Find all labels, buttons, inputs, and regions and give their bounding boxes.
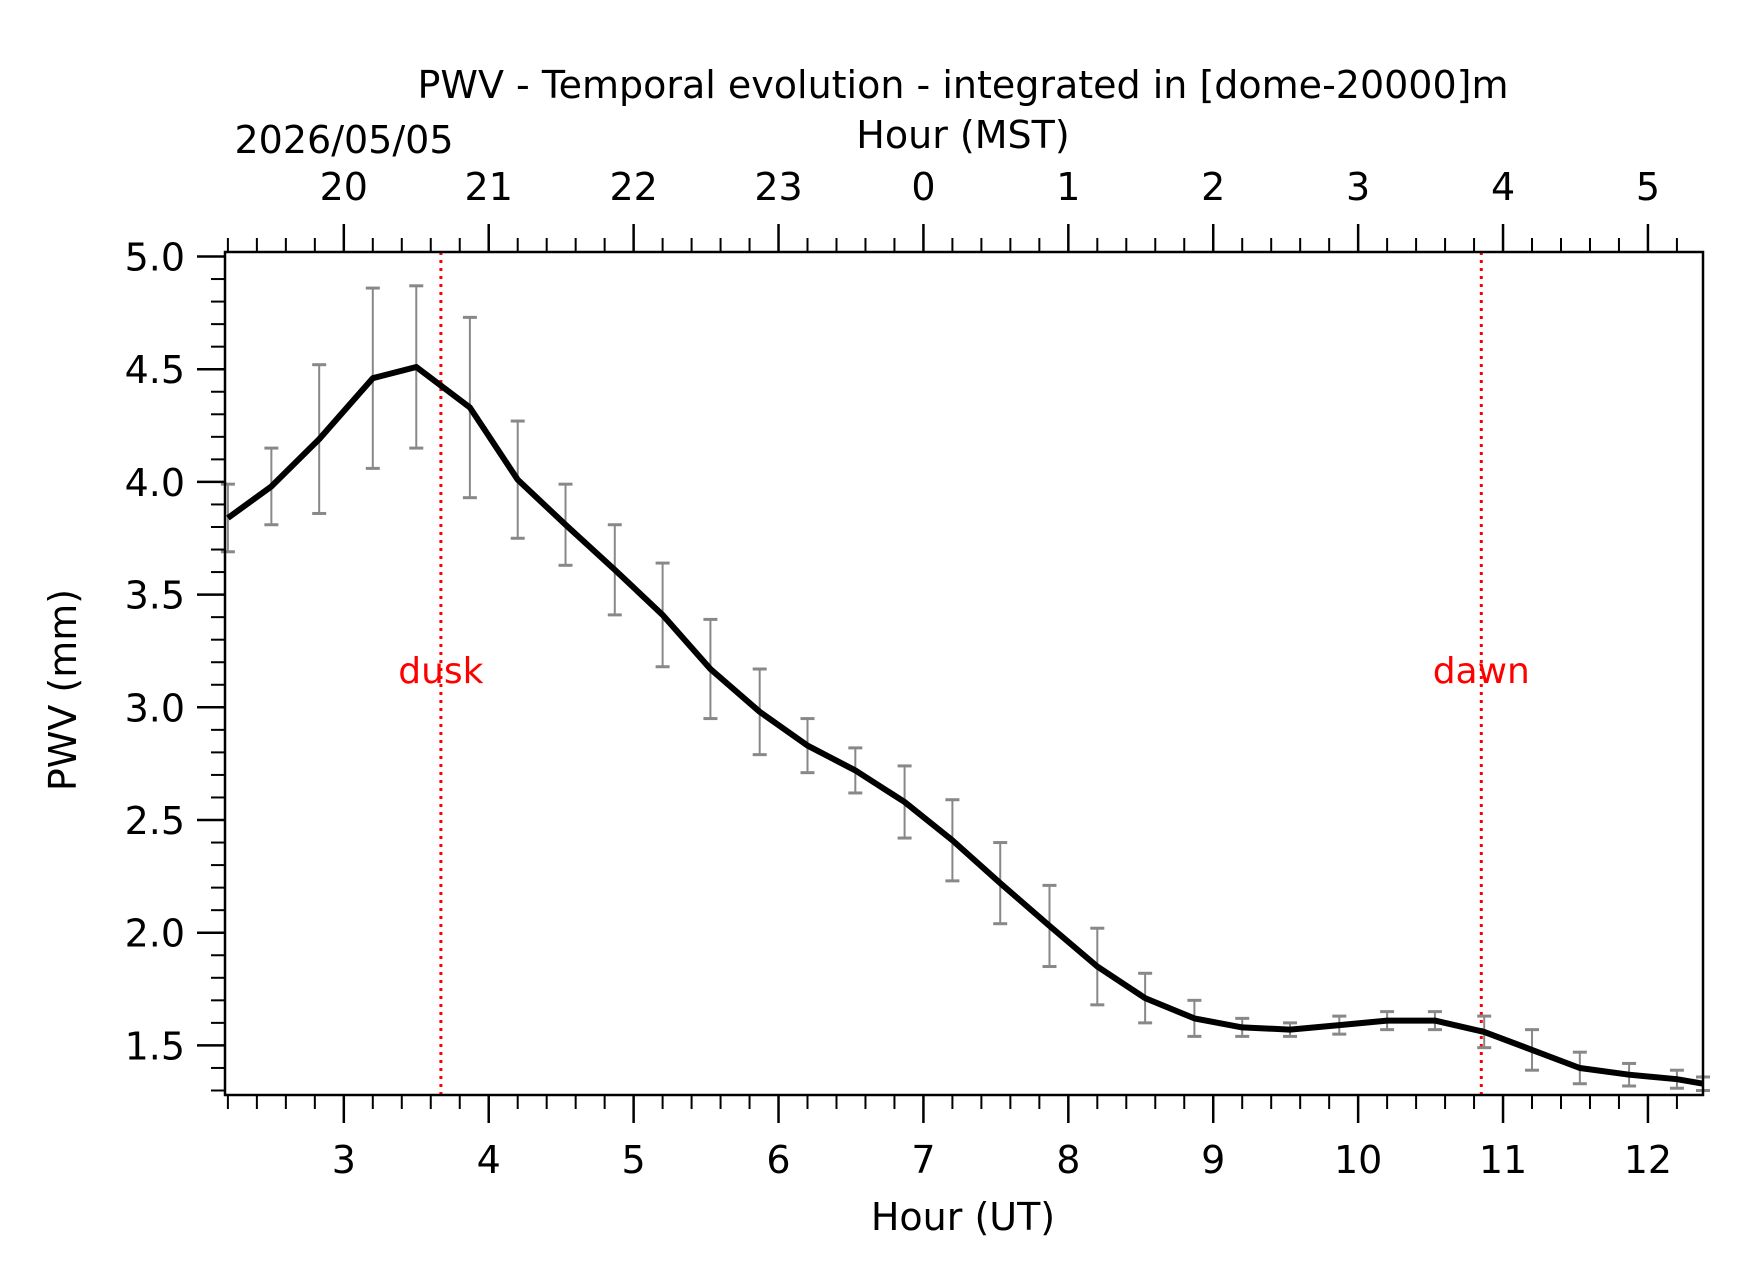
y-axis-label: PWV (mm) bbox=[41, 589, 85, 791]
axes-frame-layer bbox=[223, 250, 1705, 1097]
x-tick-label: 5 bbox=[622, 1138, 646, 1182]
x2-tick-label: 22 bbox=[609, 165, 657, 209]
x2-tick-label: 23 bbox=[754, 165, 802, 209]
series-layer bbox=[226, 364, 1703, 1087]
chart-title: PWV - Temporal evolution - integrated in… bbox=[417, 63, 1508, 107]
x2-axis-label: Hour (MST) bbox=[856, 113, 1069, 157]
x-tick-label: 6 bbox=[766, 1138, 790, 1182]
y-tick-label: 2.5 bbox=[125, 799, 185, 843]
x2-tick-label: 1 bbox=[1056, 165, 1080, 209]
x-axis-label: Hour (UT) bbox=[871, 1195, 1055, 1239]
x2-tick-label: 0 bbox=[911, 165, 935, 209]
vline-label-dusk: dusk bbox=[398, 651, 483, 692]
x-tick-label: 3 bbox=[332, 1138, 356, 1182]
y-tick-label: 1.5 bbox=[125, 1024, 185, 1068]
x-tick-label: 9 bbox=[1201, 1138, 1225, 1182]
x2-tick-label: 20 bbox=[320, 165, 368, 209]
y-tick-label: 2.0 bbox=[125, 912, 185, 956]
y-tick-label: 3.0 bbox=[125, 686, 185, 730]
x-tick-label: 11 bbox=[1479, 1138, 1527, 1182]
x2-tick-label: 3 bbox=[1346, 165, 1370, 209]
vline-label-dawn: dawn bbox=[1433, 651, 1530, 692]
x2-tick-label: 2 bbox=[1201, 165, 1225, 209]
x-tick-label: 7 bbox=[911, 1138, 935, 1182]
y-tick-label: 3.5 bbox=[125, 574, 185, 618]
y-tick-label: 5.0 bbox=[125, 236, 185, 280]
y-tick-label: 4.0 bbox=[125, 461, 185, 505]
pwv-series-line bbox=[226, 364, 1703, 1087]
y-tick-label: 4.5 bbox=[125, 348, 185, 392]
x-tick-label: 12 bbox=[1624, 1138, 1672, 1182]
x2-tick-label: 4 bbox=[1491, 165, 1515, 209]
plot-frame bbox=[223, 250, 1705, 1097]
date-label: 2026/05/05 bbox=[234, 118, 453, 162]
x-tick-label: 4 bbox=[477, 1138, 501, 1182]
x2-tick-label: 5 bbox=[1636, 165, 1660, 209]
x2-tick-label: 21 bbox=[465, 165, 513, 209]
vline-layer: dusk dawn bbox=[398, 252, 1530, 1095]
x-tick-label: 8 bbox=[1056, 1138, 1080, 1182]
x-tick-label: 10 bbox=[1334, 1138, 1382, 1182]
